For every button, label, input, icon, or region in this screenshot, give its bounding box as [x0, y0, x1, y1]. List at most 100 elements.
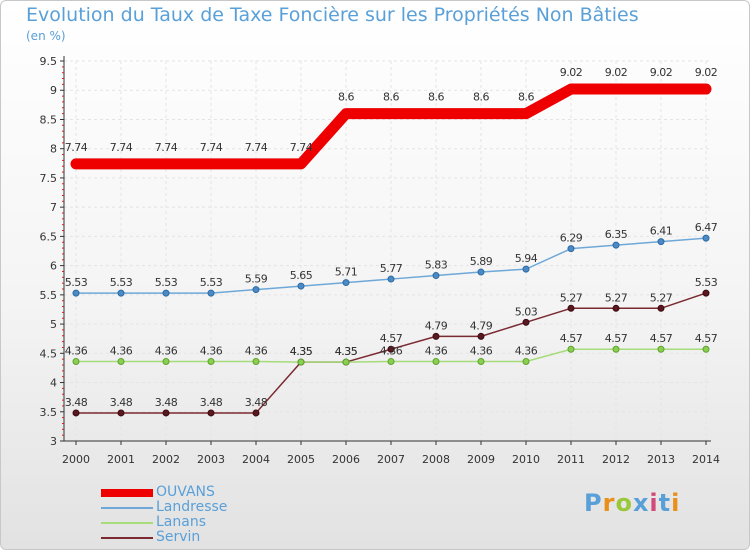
data-label-landresse: 6.41 — [650, 225, 673, 238]
x-tick-label: 2003 — [197, 453, 225, 466]
data-label-landresse: 6.47 — [695, 221, 718, 234]
logo-letter: P — [584, 489, 603, 517]
data-point-servin — [567, 304, 575, 312]
data-point-servin — [657, 304, 665, 312]
data-point-landresse — [207, 289, 215, 297]
data-point-lanans — [387, 357, 395, 365]
data-point-landresse — [72, 289, 80, 297]
data-point-landresse — [252, 286, 260, 294]
data-label-landresse: 5.71 — [335, 266, 358, 279]
data-label-lanans: 4.36 — [515, 344, 538, 357]
data-point-landresse — [477, 268, 485, 276]
data-point-lanans — [207, 357, 215, 365]
legend-swatch — [101, 522, 153, 524]
x-tick-label: 2006 — [332, 453, 360, 466]
y-tick-label: 8 — [50, 143, 57, 156]
data-label-lanans: 4.36 — [65, 344, 88, 357]
y-tick-label: 8.5 — [40, 113, 58, 126]
legend-label: Lanans — [156, 514, 206, 530]
x-tick-label: 2001 — [107, 453, 135, 466]
x-tick-label: 2013 — [647, 453, 675, 466]
data-label-lanans: 4.36 — [200, 344, 223, 357]
data-point-servin — [252, 409, 260, 417]
data-point-servin — [387, 345, 395, 353]
data-label-lanans: 4.36 — [110, 344, 133, 357]
data-point-landresse — [297, 282, 305, 290]
data-label-landresse: 6.29 — [560, 232, 583, 245]
data-point-landresse — [567, 245, 575, 253]
data-label-ouvans: 8.6 — [383, 91, 399, 104]
data-label-lanans: 4.57 — [695, 332, 718, 345]
data-label-ouvans: 7.74 — [200, 141, 223, 154]
data-label-lanans: 4.36 — [245, 344, 268, 357]
data-point-landresse — [522, 265, 530, 273]
data-label-landresse: 5.59 — [245, 273, 268, 286]
data-label-lanans: 4.36 — [155, 344, 178, 357]
data-label-landresse: 5.77 — [380, 262, 403, 275]
data-point-lanans — [522, 357, 530, 365]
data-label-servin: 5.27 — [650, 291, 673, 304]
logo-letter: i — [649, 489, 659, 517]
x-tick-label: 2012 — [602, 453, 630, 466]
data-point-servin — [612, 304, 620, 312]
data-label-ouvans: 7.74 — [110, 141, 133, 154]
data-point-lanans — [567, 345, 575, 353]
logo-letter: x — [632, 489, 650, 517]
data-label-lanans: 4.36 — [470, 344, 493, 357]
data-point-servin — [207, 409, 215, 417]
data-label-servin: 5.03 — [515, 305, 538, 318]
data-label-servin: 4.35 — [335, 345, 358, 358]
data-point-landresse — [342, 279, 350, 287]
data-label-servin: 4.79 — [425, 319, 448, 332]
data-point-landresse — [117, 289, 125, 297]
data-point-servin — [117, 409, 125, 417]
data-label-servin: 4.35 — [290, 345, 313, 358]
data-label-ouvans: 7.74 — [155, 141, 178, 154]
data-label-servin: 5.53 — [695, 276, 718, 289]
data-point-lanans — [72, 357, 80, 365]
data-label-servin: 3.48 — [65, 396, 88, 409]
data-label-landresse: 5.83 — [425, 259, 448, 272]
data-point-servin — [702, 289, 710, 297]
data-label-landresse: 6.35 — [605, 228, 628, 241]
y-tick-label: 7 — [50, 201, 57, 214]
data-label-landresse: 5.89 — [470, 255, 493, 268]
data-point-lanans — [612, 345, 620, 353]
data-label-servin: 3.48 — [200, 396, 223, 409]
data-point-lanans — [657, 345, 665, 353]
data-label-ouvans: 9.02 — [650, 66, 673, 79]
y-tick-label: 4.5 — [40, 347, 58, 360]
data-point-lanans — [432, 357, 440, 365]
data-point-landresse — [387, 275, 395, 283]
proxiti-logo: Proxiti — [584, 489, 680, 517]
legend-label: Servin — [156, 529, 201, 545]
x-tick-label: 2000 — [62, 453, 90, 466]
data-label-lanans: 4.57 — [650, 332, 673, 345]
data-label-ouvans: 8.6 — [338, 91, 354, 104]
x-tick-label: 2002 — [152, 453, 180, 466]
chart-title: Evolution du Taux de Taxe Foncière sur l… — [26, 4, 639, 26]
y-tick-label: 7.5 — [40, 172, 58, 185]
logo-letter: i — [671, 489, 681, 517]
data-label-landresse: 5.94 — [515, 252, 538, 265]
data-label-lanans: 4.57 — [605, 332, 628, 345]
data-label-servin: 4.79 — [470, 319, 493, 332]
legend-swatch — [101, 489, 153, 497]
data-label-lanans: 4.36 — [380, 344, 403, 357]
data-label-servin: 3.48 — [110, 396, 133, 409]
data-label-ouvans: 7.74 — [245, 141, 268, 154]
data-point-lanans — [117, 357, 125, 365]
logo-letter: r — [602, 489, 616, 517]
data-point-landresse — [162, 289, 170, 297]
data-label-lanans: 4.35 — [335, 345, 358, 358]
x-tick-label: 2005 — [287, 453, 315, 466]
data-label-ouvans: 8.6 — [518, 91, 534, 104]
legend-swatch — [101, 537, 153, 539]
data-point-landresse — [612, 241, 620, 249]
x-tick-label: 2010 — [512, 453, 540, 466]
data-label-landresse: 5.53 — [155, 276, 178, 289]
data-point-servin — [432, 332, 440, 340]
data-point-lanans — [252, 357, 260, 365]
data-label-servin: 5.27 — [560, 291, 583, 304]
